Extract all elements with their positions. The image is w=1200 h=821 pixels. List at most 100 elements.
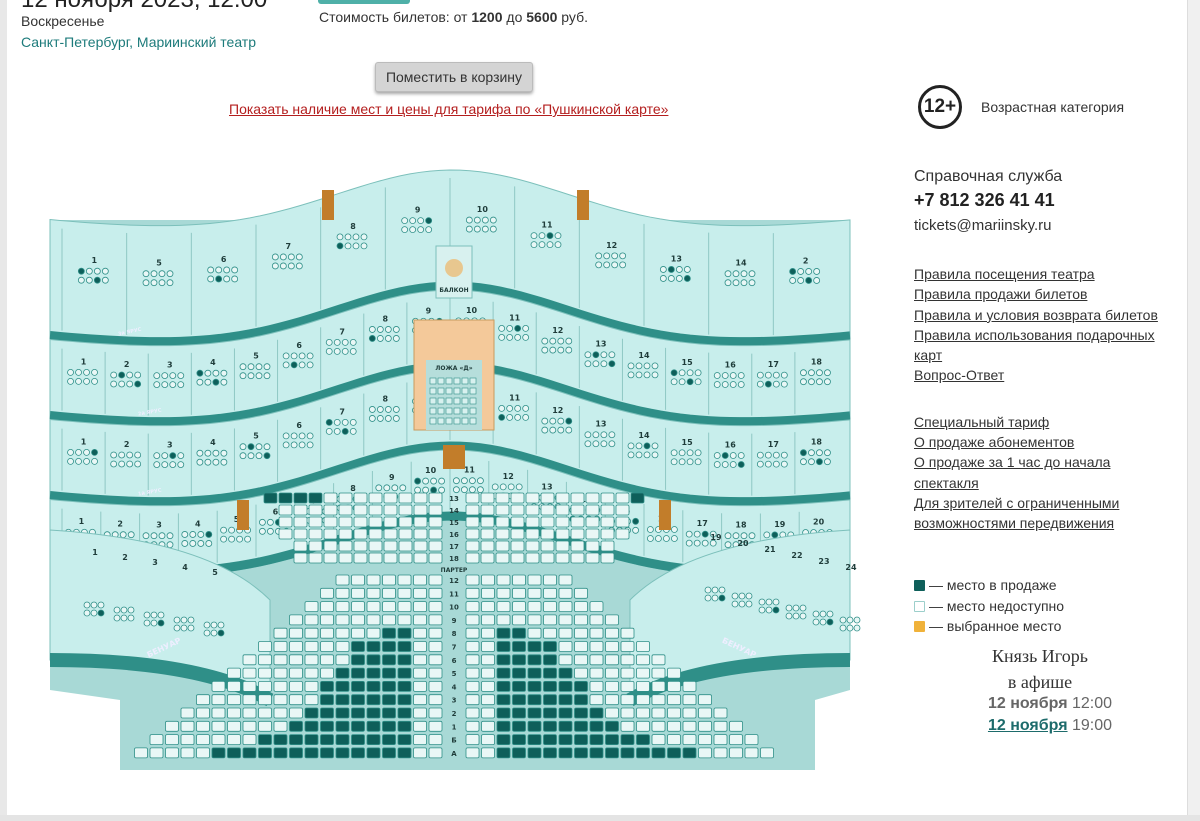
seat-available[interactable]: [397, 681, 412, 692]
seat-unavailable[interactable]: [800, 378, 807, 386]
seat-available[interactable]: [512, 707, 526, 719]
seat-unavailable[interactable]: [694, 369, 702, 377]
seat-unavailable[interactable]: [376, 415, 384, 422]
seat-available[interactable]: [558, 720, 573, 732]
seat-unavailable[interactable]: [465, 492, 480, 504]
seat-unavailable[interactable]: [465, 540, 480, 552]
seat-unavailable[interactable]: [120, 614, 128, 622]
seat-unavailable[interactable]: [384, 406, 392, 413]
seat-unavailable[interactable]: [732, 279, 740, 287]
seat-unavailable[interactable]: [83, 377, 90, 385]
seat-unavailable[interactable]: [323, 540, 338, 552]
seat-unavailable[interactable]: [549, 417, 557, 425]
seat-unavailable[interactable]: [510, 492, 525, 504]
seat-available[interactable]: [496, 681, 511, 692]
seat-unavailable[interactable]: [651, 720, 666, 732]
seat-available[interactable]: [351, 734, 365, 745]
seat-unavailable[interactable]: [527, 587, 542, 599]
seat-unavailable[interactable]: [659, 275, 667, 282]
seat-unavailable[interactable]: [744, 734, 759, 745]
seat-unavailable[interactable]: [368, 415, 376, 422]
seat-available[interactable]: [574, 681, 588, 692]
seat-available[interactable]: [764, 380, 772, 388]
seat-unavailable[interactable]: [701, 539, 709, 547]
seat-unavailable[interactable]: [428, 654, 443, 666]
seat-unavailable[interactable]: [540, 504, 555, 516]
seat-unavailable[interactable]: [686, 458, 694, 466]
seat-unavailable[interactable]: [713, 734, 728, 745]
seat-unavailable[interactable]: [506, 325, 514, 332]
seat-unavailable[interactable]: [143, 611, 151, 619]
seat-available[interactable]: [366, 641, 381, 652]
seat-unavailable[interactable]: [428, 681, 443, 692]
pushkin-card-link[interactable]: Показать наличие мест и цены для тарифа …: [229, 101, 669, 117]
seat-available[interactable]: [397, 734, 412, 745]
seat-unavailable[interactable]: [445, 397, 453, 405]
seat-unavailable[interactable]: [368, 540, 383, 552]
seat-unavailable[interactable]: [468, 477, 476, 485]
seat-unavailable[interactable]: [481, 641, 495, 652]
seat-available[interactable]: [382, 654, 396, 666]
seat-unavailable[interactable]: [290, 441, 298, 449]
seat-unavailable[interactable]: [422, 486, 430, 494]
seat-unavailable[interactable]: [210, 621, 218, 629]
seat-unavailable[interactable]: [304, 654, 319, 666]
seat-unavailable[interactable]: [461, 377, 469, 385]
seat-unavailable[interactable]: [293, 504, 308, 516]
seat-unavailable[interactable]: [452, 477, 460, 485]
link-return-rules[interactable]: Правила и условия возврата билетов: [914, 306, 1158, 323]
seat-unavailable[interactable]: [555, 540, 570, 552]
seat-unavailable[interactable]: [620, 627, 635, 639]
seat-unavailable[interactable]: [620, 720, 635, 732]
seat-unavailable[interactable]: [308, 540, 323, 552]
help-email[interactable]: tickets@mariinsky.ru: [914, 217, 1052, 234]
seat-unavailable[interactable]: [512, 587, 526, 599]
seat-unavailable[interactable]: [693, 530, 701, 538]
seat-unavailable[interactable]: [510, 552, 525, 564]
seat-unavailable[interactable]: [480, 492, 495, 504]
seat-unavailable[interactable]: [325, 338, 333, 346]
seat-available[interactable]: [211, 747, 226, 759]
seat-unavailable[interactable]: [819, 618, 827, 626]
seat-available[interactable]: [77, 267, 85, 275]
seat-unavailable[interactable]: [320, 667, 334, 679]
seat-unavailable[interactable]: [465, 641, 480, 652]
seat-unavailable[interactable]: [376, 335, 384, 342]
seat-unavailable[interactable]: [75, 368, 82, 376]
seat-unavailable[interactable]: [748, 279, 756, 287]
seat-unavailable[interactable]: [353, 528, 368, 540]
seat-unavailable[interactable]: [242, 694, 257, 706]
seat-available[interactable]: [605, 747, 619, 759]
seat-available[interactable]: [397, 641, 412, 652]
seat-unavailable[interactable]: [150, 619, 158, 627]
seat-unavailable[interactable]: [289, 707, 303, 719]
seat-unavailable[interactable]: [495, 504, 510, 516]
seat-unavailable[interactable]: [772, 380, 780, 388]
seat-unavailable[interactable]: [323, 504, 338, 516]
seat-available[interactable]: [247, 443, 255, 451]
seat-unavailable[interactable]: [398, 516, 413, 528]
seat-unavailable[interactable]: [153, 452, 161, 459]
seat-unavailable[interactable]: [574, 614, 588, 626]
seat-unavailable[interactable]: [554, 232, 562, 240]
seat-unavailable[interactable]: [541, 426, 549, 434]
seat-unavailable[interactable]: [557, 426, 565, 434]
seat-unavailable[interactable]: [584, 360, 592, 368]
seat-available[interactable]: [527, 707, 542, 719]
seat-unavailable[interactable]: [242, 734, 257, 745]
seat-unavailable[interactable]: [709, 530, 717, 538]
seat-unavailable[interactable]: [721, 372, 729, 379]
seat-unavailable[interactable]: [541, 417, 549, 425]
seat-unavailable[interactable]: [320, 601, 334, 612]
seat-available[interactable]: [701, 530, 709, 538]
seat-unavailable[interactable]: [437, 417, 445, 425]
seat-unavailable[interactable]: [134, 451, 142, 459]
seat-available[interactable]: [512, 641, 526, 652]
seat-unavailable[interactable]: [293, 528, 308, 540]
seat-unavailable[interactable]: [239, 443, 247, 451]
seat-available[interactable]: [527, 694, 542, 706]
seat-unavailable[interactable]: [293, 552, 308, 564]
seat-unavailable[interactable]: [721, 461, 729, 468]
seat-unavailable[interactable]: [83, 609, 91, 617]
seat-available[interactable]: [512, 720, 526, 732]
